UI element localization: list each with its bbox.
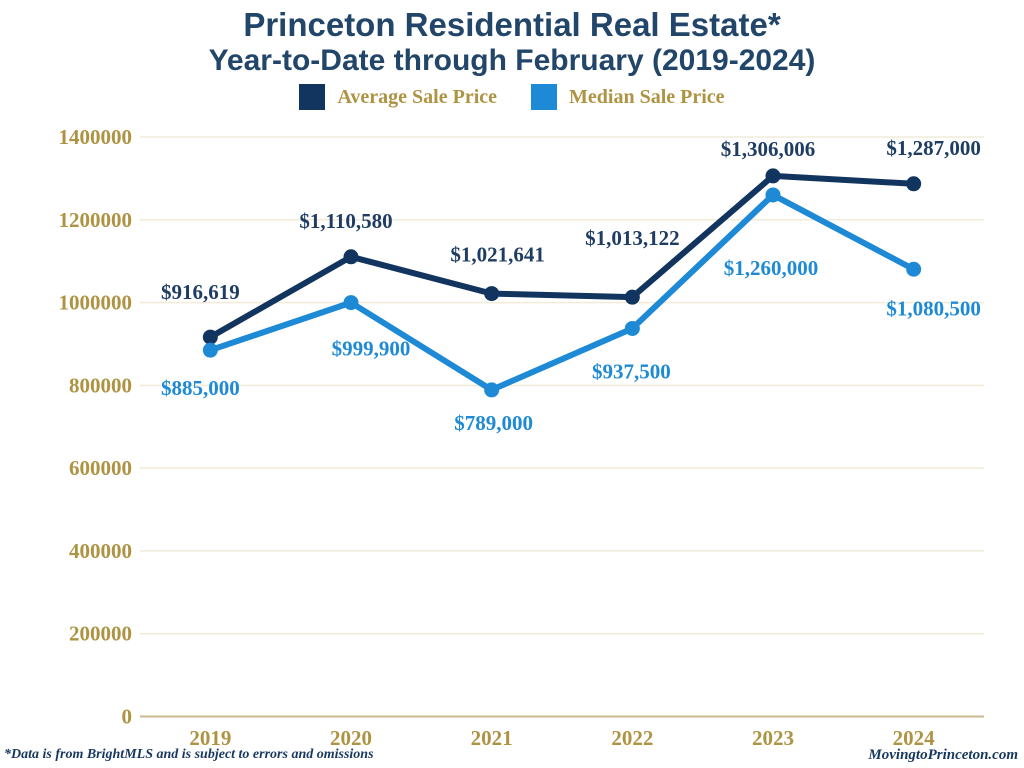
average-sale-price-point-2021 bbox=[484, 286, 500, 302]
average-sale-price-point-2020 bbox=[343, 249, 359, 265]
x-tick-label-2021: 2021 bbox=[471, 726, 513, 750]
x-tick-label-2020: 2020 bbox=[330, 726, 372, 750]
legend-swatch-average-sale-price bbox=[299, 84, 326, 111]
median-sale-price-data-label-2024: $1,080,500 bbox=[886, 296, 981, 320]
median-sale-price-data-label-2021: $789,000 bbox=[454, 411, 533, 435]
average-sale-price-data-label-2020: $1,110,580 bbox=[299, 209, 392, 233]
y-tick-label-0: 0 bbox=[122, 705, 133, 729]
median-sale-price-point-2022 bbox=[624, 320, 640, 336]
median-sale-price-data-label-2019: $885,000 bbox=[161, 376, 240, 400]
average-sale-price-data-label-2019: $916,619 bbox=[161, 280, 240, 304]
average-sale-price-data-label-2021: $1,021,641 bbox=[450, 243, 545, 267]
y-tick-label-1000000: 1000000 bbox=[59, 291, 133, 315]
median-sale-price-line bbox=[207, 191, 917, 393]
legend-item-median-sale-price: Median Sale Price bbox=[531, 84, 725, 111]
x-tick-label-2019: 2019 bbox=[189, 726, 231, 750]
x-tick-label-2022: 2022 bbox=[611, 726, 653, 750]
chart-subtitle: Year-to-Date through February (2019-2024… bbox=[208, 43, 816, 77]
median-sale-price-point-2020 bbox=[343, 295, 359, 311]
average-sale-price-point-2022 bbox=[624, 289, 640, 305]
average-sale-price-data-label-2022: $1,013,122 bbox=[585, 226, 680, 250]
average-sale-price-point-2019 bbox=[202, 329, 218, 345]
x-tick-label-2023: 2023 bbox=[752, 726, 794, 750]
median-sale-price-data-label-2022: $937,500 bbox=[592, 359, 671, 383]
median-sale-price-point-2023 bbox=[765, 187, 781, 203]
chart-legend: Average Sale Price Median Sale Price bbox=[0, 84, 1024, 111]
median-sale-price-point-2021 bbox=[484, 382, 500, 398]
x-tick-label-2024: 2024 bbox=[893, 726, 936, 750]
average-sale-price-point-2024 bbox=[906, 176, 922, 192]
average-sale-price-point-2023 bbox=[765, 168, 781, 184]
median-sale-price-point-2019 bbox=[202, 342, 218, 358]
y-tick-label-400000: 400000 bbox=[69, 539, 132, 563]
legend-item-average-sale-price: Average Sale Price bbox=[299, 84, 498, 111]
median-sale-price-data-label-2023: $1,260,000 bbox=[724, 256, 819, 280]
average-sale-price-data-label-2024: $1,287,000 bbox=[886, 136, 981, 160]
average-sale-price-data-label-2023: $1,306,006 bbox=[721, 137, 816, 161]
footnote-source: *Data is from BrightMLS and is subject t… bbox=[4, 747, 374, 762]
y-tick-label-1400000: 1400000 bbox=[59, 125, 133, 149]
median-sale-price-data-label-2020: $999,900 bbox=[332, 337, 411, 361]
footnote-website: MovingtoPrinceton.com bbox=[868, 747, 1018, 763]
chart-title: Princeton Residential Real Estate* bbox=[243, 6, 781, 43]
legend-label-median-sale-price: Median Sale Price bbox=[569, 85, 725, 108]
y-tick-label-200000: 200000 bbox=[69, 622, 132, 646]
average-sale-price-line bbox=[207, 172, 917, 341]
median-sale-price-point-2024 bbox=[906, 261, 922, 277]
chart-header: Princeton Residential Real Estate* Year-… bbox=[0, 0, 1024, 111]
y-tick-label-600000: 600000 bbox=[69, 456, 132, 480]
y-tick-label-800000: 800000 bbox=[69, 373, 132, 397]
y-tick-label-1200000: 1200000 bbox=[59, 208, 133, 232]
legend-swatch-median-sale-price bbox=[531, 84, 558, 111]
legend-label-average-sale-price: Average Sale Price bbox=[337, 85, 498, 108]
